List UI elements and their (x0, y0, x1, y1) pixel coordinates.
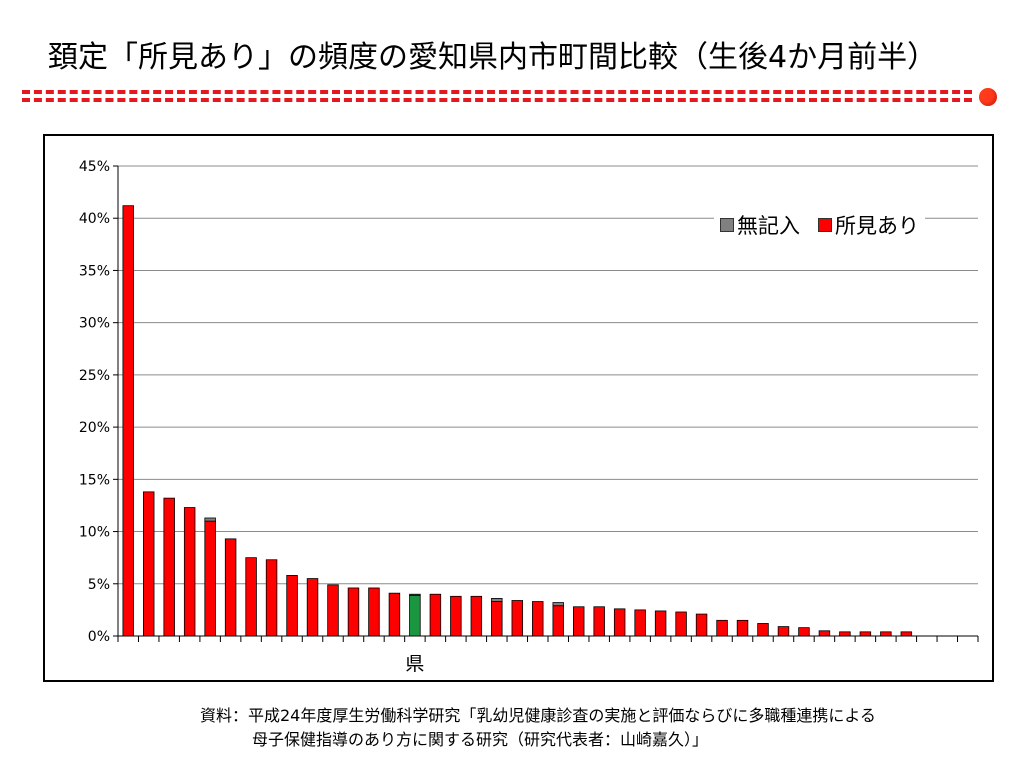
source-line-1: 資料：平成24年度厚生労働科学研究「乳幼児健康診査の実施と評価ならびに多職種連携… (200, 706, 876, 725)
bar-finding (368, 587, 380, 637)
bar-finding (757, 623, 769, 637)
page-title: 頚定「所見あり」の頻度の愛知県内市町間比較（生後4か月前半） (48, 40, 938, 75)
bar-unrecorded (409, 593, 421, 596)
bar-unrecorded (204, 517, 216, 522)
bar-finding (552, 605, 564, 637)
source-line-2: 母子保健指導のあり方に関する研究（研究代表者：山崎嘉久）」 (252, 730, 709, 749)
legend-item-finding: 所見あり (818, 210, 919, 240)
bar-finding (798, 627, 810, 637)
chart-legend: 無記入 所見あり (714, 210, 925, 240)
bar-finding (347, 587, 360, 637)
bar-finding (675, 611, 687, 637)
bar-finding (122, 205, 134, 637)
bar-finding (245, 557, 257, 637)
bar-finding (900, 631, 913, 637)
bar-finding (839, 631, 851, 637)
legend-swatch-unrecorded (720, 218, 734, 232)
y-tick-label: 25% (79, 368, 110, 384)
bar-finding (613, 608, 626, 637)
bar-finding (470, 595, 483, 637)
y-tick-label: 15% (79, 472, 110, 488)
bar-unrecorded (552, 602, 564, 607)
bar-finding (859, 631, 872, 637)
bar-finding (142, 491, 155, 637)
bar-finding (450, 595, 462, 637)
bar-finding (572, 606, 585, 637)
y-tick-label: 5% (88, 577, 110, 593)
bar-finding (593, 606, 605, 637)
dashed-line-top (22, 90, 972, 94)
bar-finding (183, 507, 196, 637)
legend-item-unrecorded: 無記入 (720, 210, 800, 240)
bar-finding (163, 497, 175, 637)
y-tick-label: 20% (79, 420, 110, 436)
y-tick-label: 10% (79, 525, 110, 541)
y-tick-label: 0% (88, 629, 110, 645)
bar-finding (286, 575, 298, 637)
y-tick-label: 35% (79, 263, 110, 279)
red-dot-icon (979, 88, 997, 106)
bar-finding (409, 594, 421, 637)
bar-finding (306, 578, 319, 637)
bar-finding (429, 593, 442, 637)
legend-label-unrecorded: 無記入 (737, 214, 800, 238)
bar-finding (491, 601, 503, 637)
y-tick-label: 45% (79, 159, 110, 175)
bar-finding (654, 610, 667, 637)
bar-finding (880, 631, 892, 637)
bar-finding (818, 630, 831, 637)
y-tick-label: 40% (79, 211, 110, 227)
source-note: 資料：平成24年度厚生労働科学研究「乳幼児健康診査の実施と評価ならびに多職種連携… (200, 704, 1000, 752)
bar-finding (634, 609, 646, 637)
bar-finding (388, 592, 401, 637)
bar-chart: 0% 5% 10% 15% 20% 25% 30% 35% 40% 45% 県 (79, 159, 979, 675)
bar-finding (224, 538, 237, 637)
bar-finding (511, 600, 524, 637)
dashed-line-bottom (22, 98, 972, 102)
bar-finding (265, 559, 278, 637)
bar-finding (716, 619, 728, 637)
bar-finding (736, 619, 749, 637)
bar-finding (777, 626, 790, 637)
x-label-prefecture: 県 (405, 653, 424, 675)
bar-finding (532, 601, 544, 637)
bar-finding (327, 584, 339, 637)
y-tick-label: 30% (79, 316, 110, 332)
legend-label-finding: 所見あり (835, 214, 919, 238)
title-underline (22, 90, 972, 104)
bar-unrecorded (491, 597, 503, 602)
bar-finding (204, 520, 216, 637)
bar-finding (695, 613, 708, 637)
legend-swatch-finding (818, 218, 832, 232)
